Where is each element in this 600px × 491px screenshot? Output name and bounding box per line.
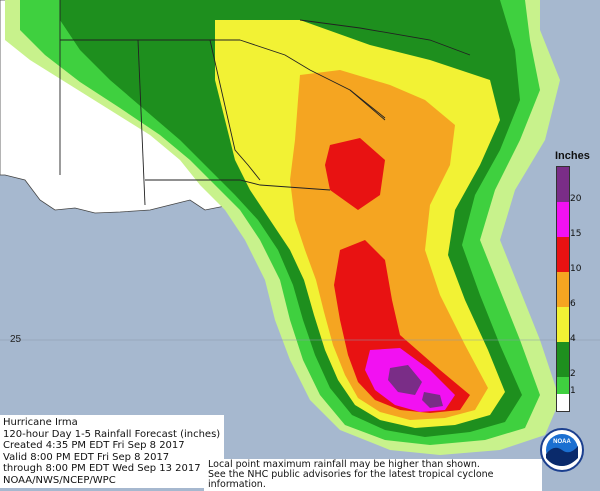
legend-tick-10: 10 (570, 264, 582, 274)
created-time: Created 4:35 PM EDT Fri Sep 8 2017 (3, 440, 185, 451)
contour-20in (388, 365, 443, 408)
legend-colorbar (556, 166, 570, 412)
legend-tick-6: 6 (570, 299, 576, 309)
valid-end: through 8:00 PM EDT Wed Sep 13 2017 (3, 463, 201, 474)
forecast-title: 120-hour Day 1-5 Rainfall Forecast (inch… (3, 428, 221, 440)
latitude-label: 25 (10, 334, 22, 345)
legend-swatch-2 (557, 342, 569, 377)
legend-tick-1: 1 (570, 386, 576, 396)
noaa-logo-icon: NOAA (540, 428, 584, 472)
legend-swatch-1 (557, 377, 569, 394)
storm-name: Hurricane Irma (3, 417, 78, 428)
legend-swatch-15 (557, 202, 569, 237)
legend-tick-4: 4 (570, 334, 576, 344)
rainfall-forecast-map (0, 0, 600, 455)
rainfall-legend: Inches 20 15 10 6 4 2 1 (554, 150, 594, 412)
contour-10in (325, 138, 470, 413)
legend-tick-2: 2 (570, 369, 576, 379)
valid-start: Valid 8:00 PM EDT Fri Sep 8 2017 (3, 451, 170, 463)
legend-swatch-lt1 (557, 394, 569, 411)
legend-swatch-20plus (557, 167, 569, 202)
legend-swatch-4 (557, 307, 569, 342)
legend-swatch-10 (557, 237, 569, 272)
noaa-logo-text: NOAA (553, 439, 571, 445)
footnote-line-1: Local point maximum rainfall may be high… (208, 459, 480, 470)
source-agency: NOAA/NWS/NCEP/WPC (3, 474, 116, 486)
legend-title: Inches (555, 150, 590, 162)
footnote-box: Local point maximum rainfall may be high… (204, 459, 542, 491)
state-boundaries (59, 0, 471, 206)
legend-tick-20: 20 (570, 194, 582, 204)
forecast-info-box: Hurricane Irma 120-hour Day 1-5 Rainfall… (0, 415, 225, 488)
footnote-line-2: See the NHC public advisories for the la… (208, 469, 494, 490)
legend-tick-15: 15 (570, 229, 582, 239)
legend-swatch-6 (557, 272, 569, 307)
